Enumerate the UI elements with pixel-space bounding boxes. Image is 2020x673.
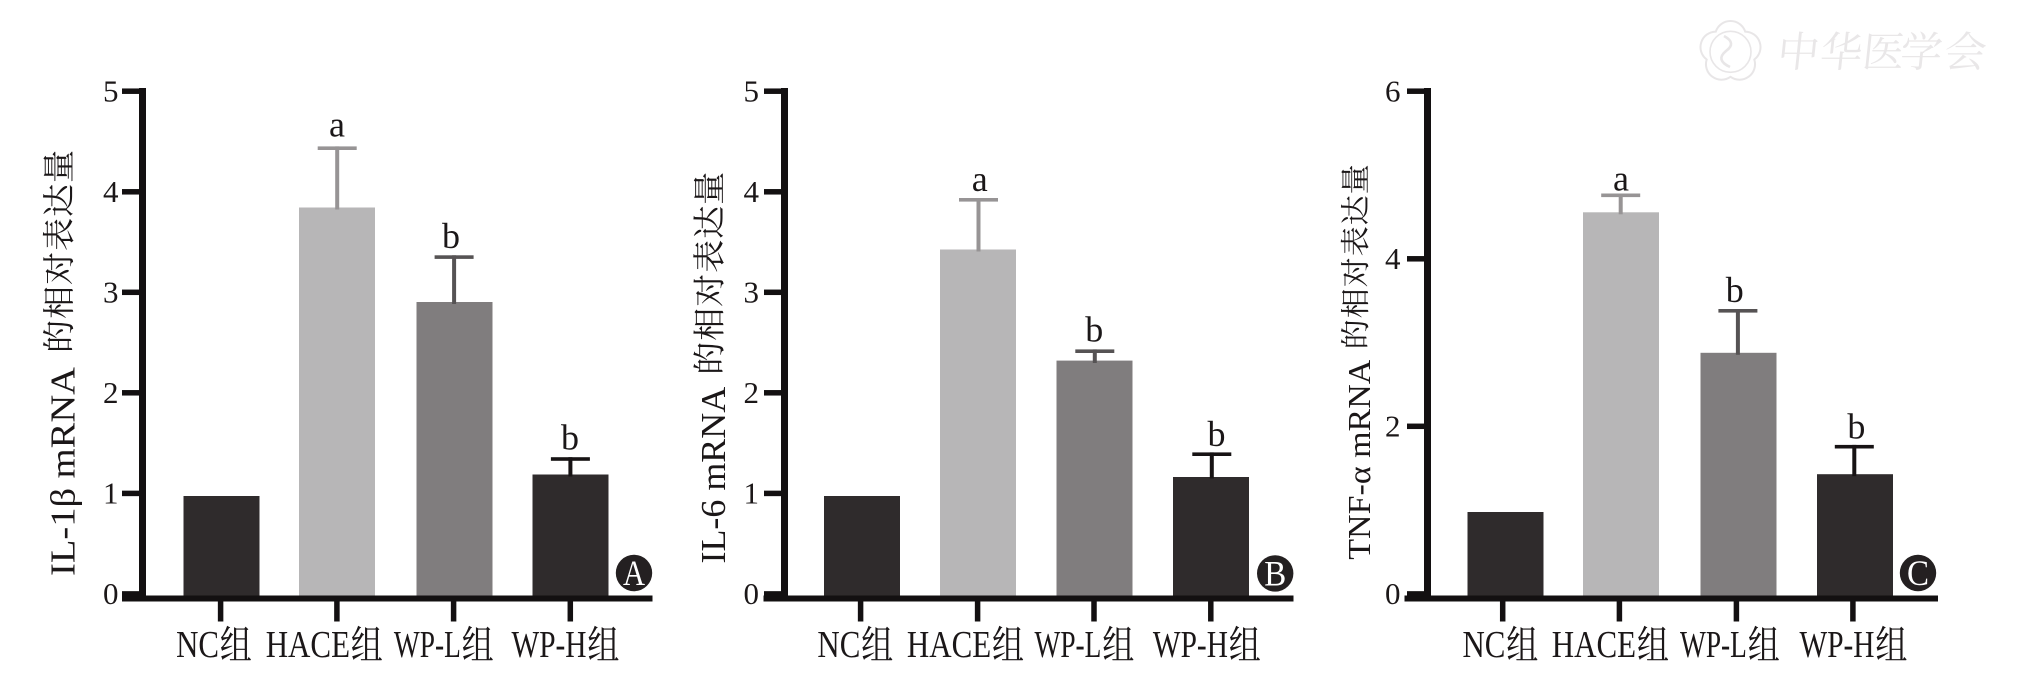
- svg-text:2: 2: [1385, 409, 1401, 444]
- svg-text:WP-H: WP-H: [512, 624, 587, 666]
- svg-text:C: C: [1907, 553, 1929, 593]
- svg-text:WP-H: WP-H: [1153, 624, 1228, 666]
- svg-text:NC: NC: [817, 624, 860, 666]
- svg-text:0: 0: [1385, 576, 1401, 611]
- svg-text:4: 4: [744, 174, 760, 209]
- svg-text:TNF-α mRNA: TNF-α mRNA: [1341, 360, 1377, 560]
- svg-text:0: 0: [744, 576, 760, 611]
- svg-text:HACE: HACE: [1552, 624, 1636, 666]
- svg-text:2: 2: [744, 375, 760, 410]
- svg-text:4: 4: [1385, 241, 1401, 276]
- svg-text:2: 2: [103, 375, 119, 410]
- svg-text:b: b: [442, 216, 460, 256]
- svg-text:WP-L: WP-L: [1035, 624, 1102, 666]
- svg-text:IL-1β mRNA: IL-1β mRNA: [44, 366, 83, 576]
- svg-text:1: 1: [103, 476, 119, 511]
- svg-text:IL-6 mRNA: IL-6 mRNA: [694, 386, 733, 563]
- svg-text:WP-L: WP-L: [1680, 624, 1747, 666]
- svg-text:WP-L: WP-L: [394, 624, 461, 666]
- svg-text:a: a: [1613, 159, 1629, 199]
- svg-text:3: 3: [744, 275, 760, 310]
- svg-text:6: 6: [1385, 74, 1401, 109]
- svg-text:0: 0: [103, 576, 119, 611]
- svg-text:a: a: [329, 105, 345, 145]
- svg-text:3: 3: [103, 275, 119, 310]
- svg-text:b: b: [561, 418, 579, 458]
- svg-text:b: b: [1085, 310, 1103, 350]
- svg-text:NC: NC: [176, 624, 219, 666]
- svg-text:HACE: HACE: [266, 624, 350, 666]
- svg-text:HACE: HACE: [907, 624, 991, 666]
- svg-text:b: b: [1726, 270, 1744, 310]
- svg-text:NC: NC: [1463, 624, 1506, 666]
- svg-text:4: 4: [103, 174, 119, 209]
- svg-text:B: B: [1264, 553, 1286, 593]
- svg-text:5: 5: [744, 74, 760, 109]
- svg-text:b: b: [1208, 414, 1226, 454]
- svg-text:A: A: [623, 553, 645, 593]
- svg-text:WP-H: WP-H: [1800, 624, 1875, 666]
- svg-text:1: 1: [744, 476, 760, 511]
- svg-text:5: 5: [103, 74, 119, 109]
- svg-text:a: a: [972, 159, 988, 199]
- svg-text:b: b: [1847, 407, 1865, 447]
